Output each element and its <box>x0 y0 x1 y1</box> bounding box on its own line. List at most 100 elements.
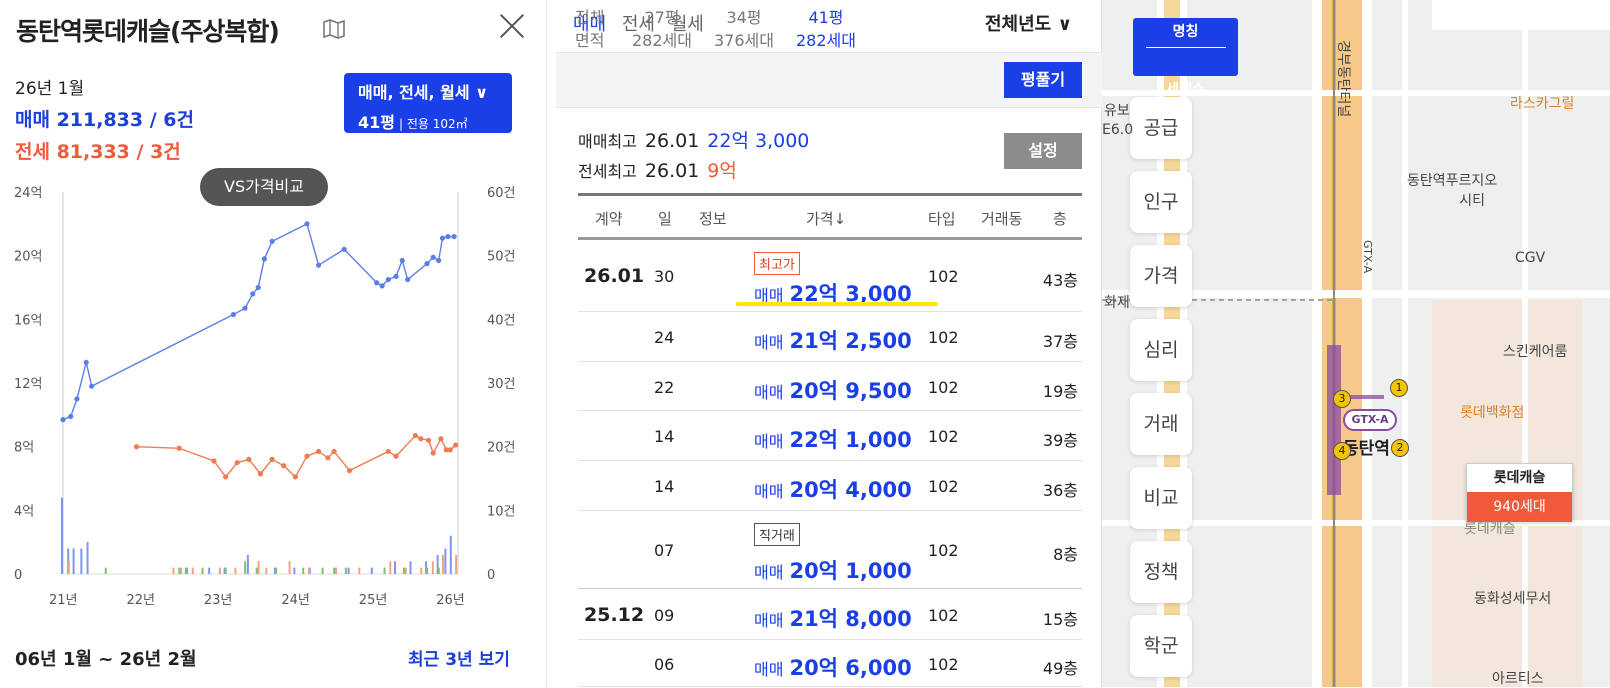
table-row[interactable]: 24 매매 21억 2,500 102 37층 <box>578 312 1082 362</box>
col-info: 정보 <box>699 210 727 228</box>
table-row[interactable]: 06 매매 20억 6,000 102 49층 <box>578 640 1082 687</box>
volume-bar-sale <box>208 567 211 574</box>
series-point-sale_price <box>445 233 451 240</box>
max-sale-date: 26.01 <box>644 130 700 152</box>
close-icon[interactable] <box>496 10 528 42</box>
series-point-sale_price <box>60 417 66 423</box>
series-point-jeonse_price <box>133 444 140 450</box>
series-point-jeonse_price <box>176 445 182 451</box>
table-row[interactable]: 22 매매 20억 9,500 102 19층 <box>578 362 1082 411</box>
size-all[interactable]: 전체 면적 <box>575 6 604 52</box>
map-poi-skincare: 스킨케어룸 <box>1503 344 1568 360</box>
size-41[interactable]: 41평 282세대 <box>796 6 856 52</box>
series-point-jeonse_price <box>430 450 436 456</box>
volume-bar-jeonse <box>288 561 291 574</box>
size-34[interactable]: 34평 376세대 <box>714 6 774 52</box>
volume-bar-sale <box>409 561 412 574</box>
row-price: 매매 20억 4,000 <box>754 478 912 502</box>
volume-bar-jeonse <box>389 561 392 574</box>
table-row[interactable]: 14 매매 20억 4,000 102 36층 <box>578 461 1082 511</box>
col-type: 타입 <box>928 210 956 228</box>
row-type: 102 <box>928 541 959 560</box>
table-row[interactable]: 07 직거래 매매 20억 1,000 102 8층 <box>578 511 1082 589</box>
vs-compare-button[interactable]: VS가격비교 <box>200 168 328 206</box>
series-point-jeonse_price <box>412 432 419 439</box>
volume-bar-monthly <box>224 567 227 574</box>
complex-marker[interactable]: 롯데캐슬 940세대 <box>1466 463 1573 522</box>
year-filter-dropdown[interactable]: 전체년도 ∨ <box>985 14 1073 35</box>
size-27[interactable]: 27평 282세대 <box>632 6 692 52</box>
recent-3y-link[interactable]: 최근 3년 보기 <box>408 650 510 670</box>
map-btn-supply[interactable]: 공급 <box>1130 97 1192 159</box>
map-btn-school[interactable]: 학군 <box>1130 615 1192 677</box>
volume-bar-jeonse <box>67 561 70 574</box>
pyeong-unfold-button[interactable]: 평풀기 <box>1004 62 1082 98</box>
y-left-tick: 24억 <box>14 186 43 201</box>
map-btn-population[interactable]: 인구 <box>1130 171 1192 233</box>
trade-type-filter-button[interactable]: 매매, 전세, 월세 ∨ 41평 | 전용 102㎡ <box>344 73 512 133</box>
x-tick: 25년 <box>359 593 388 608</box>
settings-button[interactable]: 설정 <box>1004 133 1082 169</box>
map-icon[interactable] <box>322 18 346 40</box>
map-btn-trade[interactable]: 거래 <box>1130 393 1192 455</box>
series-point-jeonse_price <box>246 456 252 462</box>
series-point-sale_price <box>269 238 275 244</box>
y-left-tick: 20억 <box>14 250 43 265</box>
volume-bar-jeonse <box>191 567 194 574</box>
volume-bar-sale <box>184 567 187 574</box>
max-sale: 매매최고 26.01 22억 3,000 <box>578 126 809 153</box>
map-edge-label-3: 화재 <box>1104 295 1130 311</box>
series-point-sale_price <box>436 257 442 264</box>
volume-bar-monthly <box>402 567 405 574</box>
y-right-tick: 20건 <box>487 441 516 456</box>
name-units-toggle[interactable]: 명칭 세대수 <box>1133 18 1238 98</box>
map-btn-policy[interactable]: 정책 <box>1130 541 1192 603</box>
volume-bar-monthly <box>104 567 107 574</box>
map-poi-cgv: CGV <box>1515 250 1546 266</box>
map-btn-price[interactable]: 가격 <box>1130 245 1192 307</box>
table-row[interactable]: 25.12 09 매매 21억 8,000 102 15층 <box>578 589 1082 640</box>
volume-bar-sale <box>370 567 373 574</box>
volume-bar-monthly <box>186 567 189 574</box>
volume-bar-monthly <box>275 567 278 574</box>
map-poi-prugio: 동탄역푸르지오 시티 <box>1407 173 1498 209</box>
x-tick: 21년 <box>49 593 78 608</box>
row-day: 06 <box>654 654 675 674</box>
series-point-sale_price <box>83 359 89 365</box>
table-row[interactable]: 14 매매 22억 1,000 102 39층 <box>578 411 1082 461</box>
tab-monthly[interactable]: 월세 <box>670 14 704 35</box>
volume-bar-jeonse <box>455 554 458 574</box>
map-poi-tax-office: 동화성세무서 <box>1474 591 1552 607</box>
series-point-sale_price <box>250 291 256 297</box>
x-tick: 24년 <box>281 593 310 608</box>
row-month: 26.01 <box>584 265 645 287</box>
tab-jeonse[interactable]: 전세 <box>621 14 655 35</box>
row-day: 14 <box>654 427 675 446</box>
series-point-sale_price <box>430 254 436 260</box>
volume-bar-monthly <box>178 567 181 574</box>
map-btn-sentiment[interactable]: 심리 <box>1130 319 1192 381</box>
volume-bar-monthly <box>255 567 258 574</box>
row-price: 매매 21억 8,000 <box>754 606 912 631</box>
volume-bar-monthly <box>437 567 440 574</box>
exit-2-icon: 2 <box>1391 439 1409 457</box>
col-building: 거래동 <box>981 210 1023 228</box>
exit-3-icon: 3 <box>1333 390 1351 408</box>
size-area-label: 면적 <box>575 31 605 50</box>
series-point-sale_price <box>230 311 236 318</box>
series-point-jeonse_price <box>223 474 229 480</box>
table-header: 계약 일 정보 가격↓ 타입 거래동 층 <box>578 193 1082 240</box>
series-point-sale_price <box>385 276 391 283</box>
col-price: 가격↓ <box>806 210 847 228</box>
exit-1-icon: 1 <box>1390 379 1408 397</box>
tab-sale[interactable]: 매매 <box>573 14 607 35</box>
row-tag: 직거래 <box>754 523 800 546</box>
y-left-tick: 12억 <box>14 377 43 392</box>
size-all-label: 전체 <box>575 8 605 27</box>
row-day: 09 <box>654 605 675 625</box>
table-row[interactable]: 26.01 30 최고가 매매 22억 3,000 102 43층 <box>578 240 1082 312</box>
marker-units: 940세대 <box>1467 492 1572 522</box>
max-jeonse-price: 9억 <box>707 160 737 182</box>
map-btn-compare[interactable]: 비교 <box>1130 467 1192 529</box>
series-point-jeonse_price <box>425 437 432 443</box>
